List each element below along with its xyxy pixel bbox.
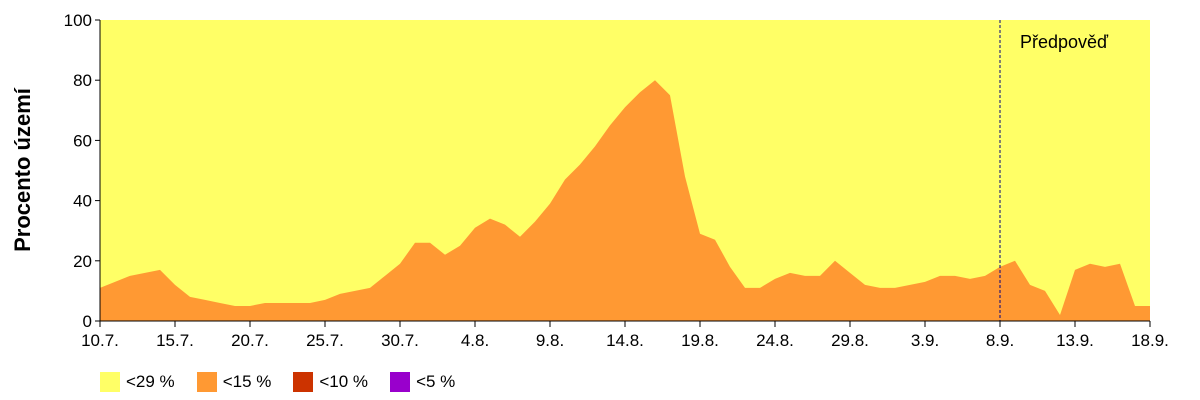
legend-swatch <box>293 372 314 392</box>
x-tick-label: 15.7. <box>156 331 194 350</box>
y-axis: 0 20 40 60 80 100 <box>64 11 100 331</box>
legend-item: <29 % <box>100 372 175 392</box>
x-tick-label: 4.8. <box>461 331 489 350</box>
x-axis: 10.7. 15.7. 20.7. 25.7. 30.7. 4.8. 9.8. 14.8. 19… <box>81 321 1169 350</box>
y-tick-label: 100 <box>64 11 92 30</box>
x-tick-label: 10.7. <box>81 331 119 350</box>
x-tick-label: 19.8. <box>681 331 719 350</box>
legend-label: <15 % <box>222 372 272 391</box>
x-tick-label: 9.8. <box>536 331 564 350</box>
y-tick-label: 20 <box>73 252 92 271</box>
x-tick-label: 8.9. <box>986 331 1014 350</box>
x-tick-label: 24.8. <box>756 331 794 350</box>
x-tick-label: 18.9. <box>1131 331 1169 350</box>
legend-swatch <box>100 372 120 392</box>
legend-swatch <box>196 372 217 392</box>
y-axis-label: Procento území <box>10 87 35 252</box>
series-area-lt15 <box>100 80 1150 321</box>
x-tick-label: 20.7. <box>231 331 269 350</box>
y-tick-label: 80 <box>73 71 92 90</box>
forecast-label: Předpověď <box>1020 32 1109 52</box>
x-tick-label: 25.7. <box>306 331 344 350</box>
y-tick-label: 60 <box>73 131 92 150</box>
x-tick-label: 3.9. <box>911 331 939 350</box>
legend-item: <5 % <box>390 372 455 392</box>
legend-item: <15 % <box>196 372 272 392</box>
x-tick-label: 30.7. <box>381 331 419 350</box>
y-tick-label: 0 <box>83 312 92 331</box>
x-tick-label: 29.8. <box>831 331 869 350</box>
legend-label: <29 % <box>126 372 175 391</box>
plot-area <box>99 20 1150 322</box>
x-tick-label: 14.8. <box>606 331 644 350</box>
y-tick-label: 40 <box>73 192 92 211</box>
legend-item: <10 % <box>293 372 368 392</box>
legend-swatch <box>390 372 411 392</box>
legend-label: <10 % <box>319 372 369 391</box>
x-tick-label: 13.9. <box>1056 331 1094 350</box>
legend-label: <5 % <box>416 372 456 391</box>
legend: <29 % <15 % <10 % <5 % <box>100 372 477 392</box>
